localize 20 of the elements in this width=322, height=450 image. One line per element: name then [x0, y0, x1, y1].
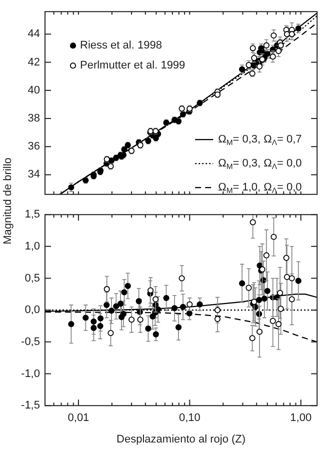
y-tick-label: -0,5	[21, 336, 40, 348]
y-axis-title: Magnitud de brillo	[2, 156, 14, 246]
y-tick-label: 44	[28, 28, 40, 40]
x-tick-label: 1,00	[290, 412, 312, 424]
y-tick-label: 36	[28, 140, 40, 153]
y-tick-label: -1,0	[21, 368, 40, 380]
legend-label: Perlmutter et al. 1999	[80, 60, 186, 72]
y-tick-label: 38	[28, 112, 40, 124]
y-tick-label: 40	[28, 84, 40, 96]
y-tick-label: 0,0	[24, 304, 40, 316]
y-tick-label: 34	[28, 168, 40, 181]
y-tick-label: -1,5	[21, 400, 40, 412]
x-axis-title: Desplazamiento al rojo (Z)	[116, 433, 246, 446]
y-tick-label: 1,0	[24, 240, 40, 252]
y-tick-label: 1,5	[24, 208, 40, 221]
y-tick-label: 42	[28, 56, 40, 68]
y-tick-label: 0,5	[24, 272, 40, 284]
x-tick-label: 0,01	[68, 412, 90, 424]
x-tick-label: 0,10	[178, 412, 200, 424]
legend-label: Riess et al. 1998	[80, 40, 162, 52]
